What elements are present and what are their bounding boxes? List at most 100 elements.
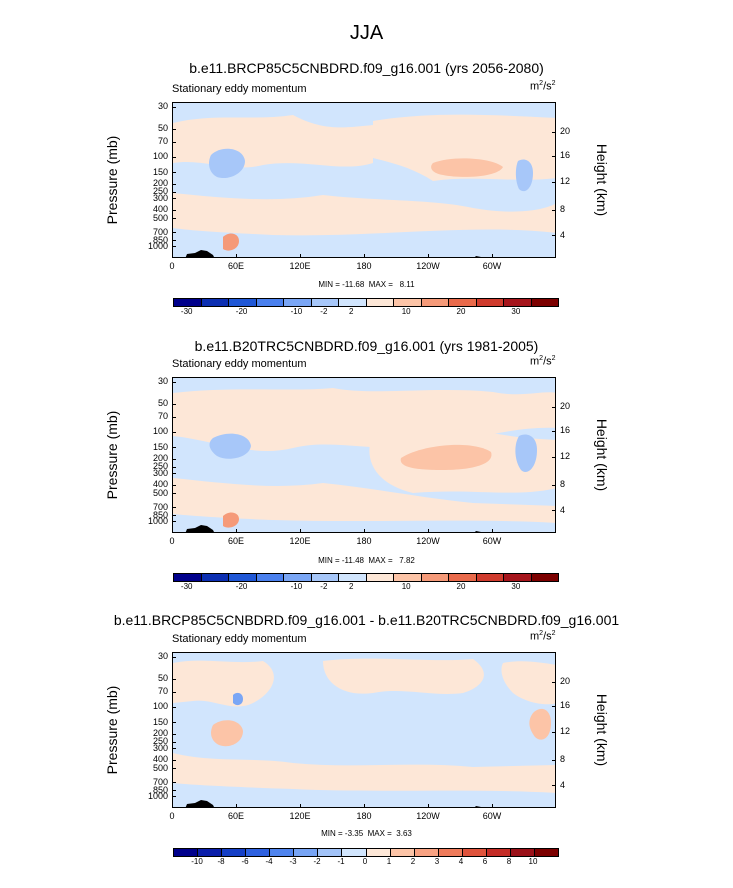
longitude-tick-mark [236,529,237,533]
pressure-tick-mark [172,691,176,693]
contour-region-7 [223,233,239,251]
colorbar-label: 30 [511,307,521,316]
pressure-tick-mark [172,232,176,234]
left-string-1: Stationary eddy momentum [172,83,307,95]
colorbar-cell [339,574,367,581]
pressure-tick-mark [172,722,176,724]
longitude-tick-mark [492,804,493,808]
pressure-tick-label: 1000 [147,515,168,526]
colorbar-label: -4 [265,857,273,866]
colorbar-cell [421,299,449,306]
colorbar-label: -2 [320,307,328,316]
pressure-tick-mark [172,106,176,108]
longitude-tick-mark [492,254,493,258]
contour-region-4 [211,720,243,747]
pressure-tick-label: 50 [157,123,168,134]
pressure-tick-mark [172,209,176,211]
pressure-tick-mark [172,768,176,770]
height-tick-mark [552,209,556,211]
colorbar-cell [366,849,391,856]
colorbar-label: -10 [290,582,303,591]
colorbar-cell [421,574,449,581]
contour-region-6 [515,434,537,472]
height-tick-mark [552,681,556,683]
units-label-1: m2/s2 [530,80,556,93]
longitude-tick-label: 180 [356,261,372,271]
colorbar-cell [270,849,295,856]
topography-mask [185,250,214,257]
pressure-tick-mark [172,416,176,418]
height-tick-label: 8 [560,754,566,765]
colorbar-label: 10 [528,857,538,866]
pressure-tick-label: 70 [157,686,168,697]
pressure-tick-label: 70 [157,136,168,147]
pressure-tick-label: 100 [152,701,168,712]
colorbar-label: 20 [456,582,466,591]
colorbar-label: 0 [362,857,368,866]
colorbar-cell [414,849,439,856]
colorbar-label: -20 [235,307,248,316]
longitude-tick-label: 180 [356,536,372,546]
contour-region-5 [173,753,555,793]
pressure-tick-label: 200 [152,728,168,739]
pressure-tick-mark [172,183,176,185]
pressure-tick-mark [172,447,176,449]
height-tick-mark [552,181,556,183]
colorbar-cell [486,849,511,856]
left-string-3: Stationary eddy momentum [172,633,307,645]
panel-title-2: b.e11.B20TRC5CNBDRD.f09_g16.001 (yrs 198… [194,338,539,354]
longitude-tick-label: 60E [227,536,244,546]
colorbar-cell [342,849,367,856]
contour-plot-3 [172,652,556,808]
height-tick-label: 16 [560,150,571,161]
longitude-tick-mark [492,529,493,533]
pressure-tick-label: 700 [152,501,168,512]
colorbar-cell [174,574,202,581]
pressure-tick-mark [172,141,176,143]
pressure-tick-label: 300 [152,467,168,478]
contour-field-svg-3 [173,658,555,807]
contour-plot-2 [172,377,556,533]
colorbar-cell [339,299,367,306]
height-tick-label: 16 [560,425,571,436]
colorbar-label: 1 [386,857,392,866]
y-axis-label-3: Pressure (mb) [104,685,120,775]
topography-mask-andes [475,531,481,532]
min-max-label-2: MIN = -11.48 MAX = 7.82 [318,556,415,565]
pressure-tick-label: 30 [157,651,168,662]
y-axis-right-label-1: Height (km) [594,143,610,217]
longitude-tick-mark [428,254,429,258]
height-tick-mark [552,785,556,787]
height-tick-mark [552,406,556,408]
height-tick-mark [552,484,556,486]
main-title: JJA [349,22,384,44]
pressure-tick-mark [172,521,176,523]
colorbar-label: 2 [349,307,354,316]
height-tick-label: 20 [560,401,571,412]
longitude-tick-label: 60E [227,811,244,821]
colorbar-cell [534,849,558,856]
colorbar-cell [462,849,487,856]
contour-region-3 [173,193,555,236]
pressure-tick-mark [172,796,176,798]
longitude-tick-label: 120E [289,261,311,271]
pressure-tick-label: 400 [152,754,168,765]
contour-region-6 [233,692,243,706]
pressure-tick-mark [172,782,176,784]
colorbar-cell [366,299,394,306]
longitude-tick-mark [172,529,173,533]
pressure-tick-mark [172,403,176,405]
height-tick-mark [552,131,556,133]
contour-region-7 [529,708,551,740]
colorbar-label: 10 [401,307,411,316]
pressure-tick-label: 30 [157,101,168,112]
min-max-label-1: MIN = -11.68 MAX = 8.11 [318,280,415,289]
colorbar-cell [366,574,394,581]
pressure-tick-label: 250 [152,461,168,472]
contour-region-4 [209,148,245,179]
colorbar-cell [311,574,339,581]
pressure-tick-label: 100 [152,151,168,162]
colorbar-cell [174,299,202,306]
height-tick-label: 16 [560,700,571,711]
pressure-tick-label: 850 [152,784,168,795]
